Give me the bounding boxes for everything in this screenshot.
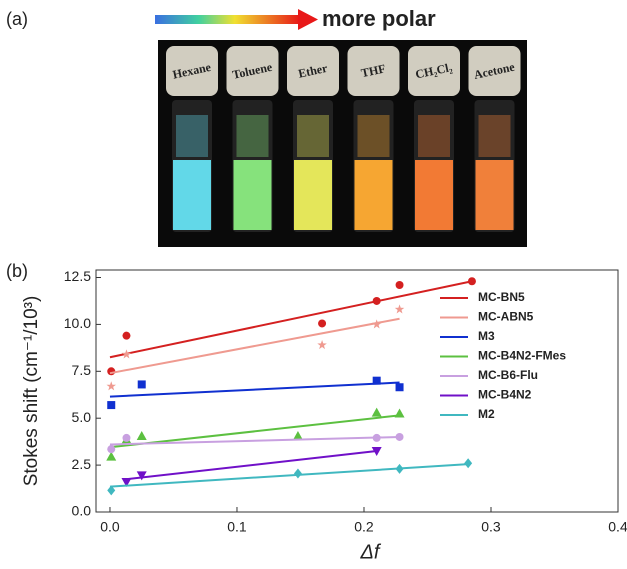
photo <box>158 40 527 247</box>
y-tick-label: 7.5 <box>72 362 92 378</box>
marker <box>292 431 303 441</box>
vial-glow <box>236 115 269 157</box>
marker <box>136 431 147 441</box>
marker <box>395 281 404 290</box>
marker <box>372 376 381 385</box>
vial-glow <box>357 115 390 157</box>
panel-label: (b) <box>6 261 28 281</box>
legend-label: MC-B4N2-FMes <box>478 349 566 363</box>
fit-line <box>109 317 400 375</box>
marker <box>318 319 327 328</box>
marker <box>107 367 116 376</box>
fit-line <box>109 280 473 359</box>
marker <box>121 349 132 359</box>
marker <box>107 485 116 496</box>
legend-label: MC-ABN5 <box>478 310 534 324</box>
marker <box>372 296 381 305</box>
legend-label: MC-BN5 <box>478 290 525 304</box>
vial-liquid <box>173 160 211 230</box>
marker <box>395 463 404 474</box>
legend-label: MC-B6-Flu <box>478 368 538 382</box>
y-tick-label: 2.5 <box>72 456 92 472</box>
panel-label: (a) <box>6 9 28 29</box>
arrow-head <box>298 9 318 30</box>
vial-cap <box>226 46 279 96</box>
marker <box>136 471 147 481</box>
vial-liquid <box>354 160 393 230</box>
x-tick-label: 0.2 <box>354 519 374 535</box>
vial-glow <box>478 115 511 157</box>
x-tick-label: 0.3 <box>481 519 501 535</box>
marker <box>371 407 382 417</box>
vial-label: THF <box>360 61 387 80</box>
fit-line <box>126 450 377 481</box>
legend-label: M3 <box>478 329 495 343</box>
marker <box>371 319 382 329</box>
y-tick-label: 10.0 <box>64 315 91 331</box>
marker <box>293 468 302 479</box>
x-tick-label: 0.0 <box>100 519 120 535</box>
marker <box>395 432 404 441</box>
y-tick-label: 12.5 <box>64 268 91 284</box>
vial-cap <box>468 46 521 96</box>
y-axis-label: Stokes shift (cm⁻¹/10³) <box>21 296 42 487</box>
vial-cap <box>408 46 460 96</box>
marker <box>371 447 382 457</box>
y-tick-label: 0.0 <box>72 503 92 519</box>
marker <box>467 277 476 286</box>
marker <box>395 383 404 392</box>
fit-line <box>109 435 400 446</box>
vial-cap <box>347 46 400 96</box>
arrow-label: more polar <box>322 6 436 31</box>
x-tick-label: 0.4 <box>608 519 627 535</box>
marker <box>107 445 116 454</box>
marker <box>317 340 327 350</box>
fit-line <box>109 381 400 398</box>
marker <box>394 304 405 314</box>
vial-liquid <box>233 160 272 230</box>
marker <box>121 477 132 487</box>
fit-line <box>109 463 469 488</box>
polarity-arrow <box>155 15 300 24</box>
vial-label: Ether <box>297 61 329 81</box>
vial-glow <box>176 115 208 157</box>
plot-frame <box>95 269 619 513</box>
marker <box>122 331 131 340</box>
vial-liquid <box>475 160 514 230</box>
marker <box>106 451 117 461</box>
legend-label: MC-B4N2 <box>478 388 532 402</box>
marker <box>394 408 405 418</box>
marker <box>464 458 473 469</box>
vial-cap <box>166 46 218 96</box>
marker <box>122 433 131 442</box>
marker <box>107 401 116 410</box>
vial-glow <box>297 115 329 157</box>
vial-liquid <box>294 160 332 230</box>
fit-line <box>109 414 400 449</box>
marker <box>372 433 381 442</box>
y-tick-label: 5.0 <box>72 409 92 425</box>
marker <box>106 381 116 391</box>
x-axis-label: Δf <box>360 541 382 563</box>
x-tick-label: 0.1 <box>227 519 247 535</box>
vial-glow <box>418 115 450 157</box>
marker <box>137 380 146 389</box>
vial-liquid <box>415 160 453 230</box>
legend-label: M2 <box>478 407 495 421</box>
vial-cap <box>287 46 339 96</box>
